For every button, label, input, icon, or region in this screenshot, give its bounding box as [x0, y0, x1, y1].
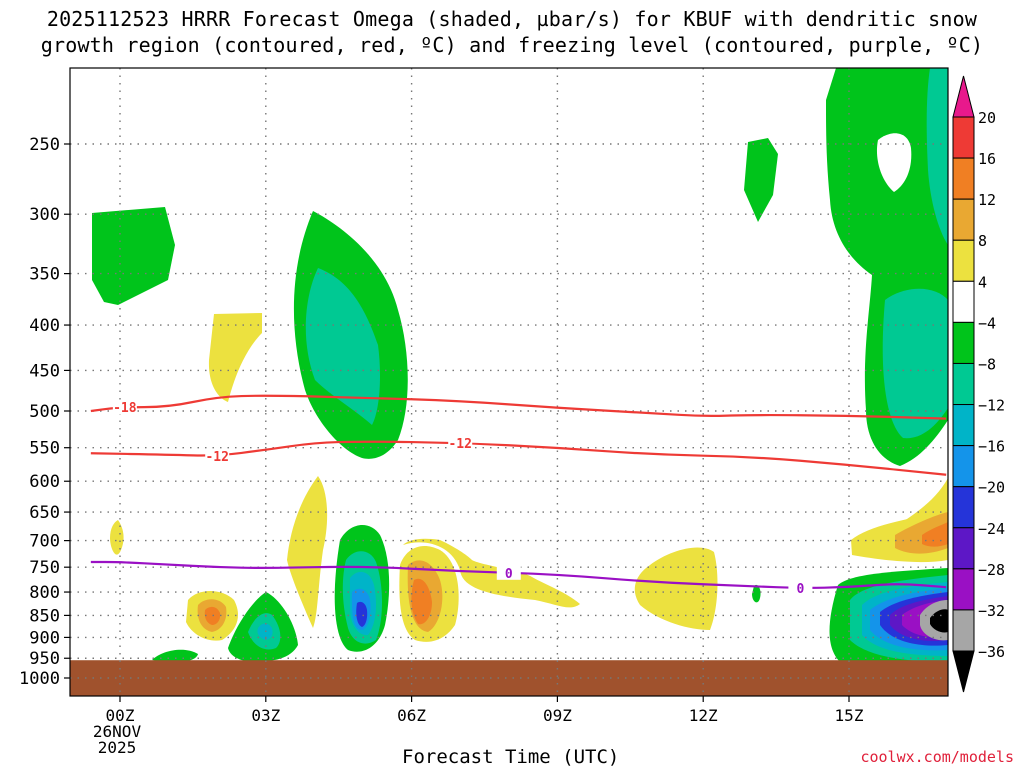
- colorbar-segment: [952, 321, 975, 364]
- colorbar-label: −4: [978, 314, 996, 332]
- colorbar-bottom-arrow: [952, 650, 975, 693]
- axes: 2503003504004505005506006507007508008509…: [19, 67, 949, 757]
- contour-label: -12: [205, 450, 228, 465]
- y-tick-label: 700: [29, 532, 60, 552]
- contour-line: [90, 560, 947, 589]
- colorbar-segment: [952, 198, 975, 241]
- chart-title-line2: growth region (contoured, red, ºC) and f…: [40, 33, 984, 57]
- y-tick-label: 350: [29, 265, 60, 285]
- x-tick-label: 09Z: [543, 706, 572, 725]
- omega-region: [257, 623, 273, 640]
- x-tick-label: 03Z: [251, 706, 280, 725]
- y-tick-label: 500: [29, 402, 60, 422]
- y-tick-label: 550: [29, 439, 60, 459]
- omega-shading: [92, 68, 948, 666]
- y-tick-label: 900: [29, 628, 60, 648]
- contour-label: 0: [796, 582, 804, 597]
- y-tick-label: 750: [29, 558, 60, 578]
- colorbar-segment: [952, 445, 975, 488]
- colorbar-label: −28: [978, 561, 1005, 579]
- plot-frame: [69, 67, 949, 697]
- contour-label: -18: [113, 401, 137, 416]
- colorbar-label: 16: [978, 150, 996, 168]
- colorbar: 20 16 12 8 4 −4 −8 −12 −16 −20 −24 −28 −32 −36: [952, 75, 1005, 693]
- y-tick-label: 1000: [19, 669, 60, 689]
- terrain-below-surface: [70, 660, 948, 696]
- y-tick-label: 850: [29, 606, 60, 626]
- omega-region: [930, 609, 948, 633]
- contour-lines: -18 -12 -12 0 0: [90, 394, 947, 597]
- chart-title: 2025112523 HRRR Forecast Omega (shaded, …: [0, 6, 1024, 58]
- omega-region: [305, 268, 380, 425]
- colorbar-segment: [952, 527, 975, 570]
- omega-region: [356, 601, 368, 627]
- x-date-label: 2025: [98, 738, 137, 757]
- contour-label-bg: [205, 449, 230, 464]
- x-tick-label: 15Z: [835, 706, 864, 725]
- omega-region: [152, 649, 198, 663]
- x-date-label: 26NOV: [93, 722, 142, 741]
- colorbar-segment: [952, 239, 975, 282]
- colorbar-label: −16: [978, 438, 1005, 456]
- site-credit: coolwx.com/models: [860, 748, 1014, 766]
- omega-region: [882, 288, 948, 439]
- colorbar-label: −20: [978, 479, 1005, 497]
- colorbar-label: 8: [978, 232, 987, 250]
- y-tick-label: 650: [29, 503, 60, 523]
- colorbar-label: 12: [978, 191, 996, 209]
- colorbar-label: −8: [978, 355, 996, 373]
- contour-label-bg: [448, 435, 473, 450]
- omega-region: [204, 606, 221, 625]
- contour-label-bg: [788, 581, 813, 596]
- ground-layer: [70, 660, 948, 696]
- x-axis-label: Forecast Time (UTC): [402, 746, 620, 768]
- chart-title-line1: 2025112523 HRRR Forecast Omega (shaded, …: [46, 7, 978, 31]
- colorbar-segment: [952, 280, 975, 323]
- colorbar-label: 4: [978, 273, 987, 291]
- omega-region: [876, 133, 912, 192]
- colorbar-segment: [952, 568, 975, 611]
- colorbar-segment: [952, 486, 975, 529]
- contour-line: [90, 440, 947, 476]
- omega-region: [411, 578, 432, 625]
- colorbar-segment: [952, 157, 975, 200]
- colorbar-label: −24: [978, 520, 1005, 538]
- omega-region: [110, 520, 124, 555]
- colorbar-label: 20: [978, 109, 996, 127]
- contour-line: [90, 394, 947, 420]
- contour-label-bg: [496, 565, 521, 580]
- omega-region: [92, 207, 175, 305]
- y-tick-label: 250: [29, 135, 60, 155]
- omega-region: [744, 138, 778, 222]
- colorbar-label: −32: [978, 602, 1005, 620]
- contour-label-bg: [112, 400, 137, 415]
- y-tick-label: 400: [29, 316, 60, 336]
- omega-region: [926, 68, 948, 245]
- y-tick-label: 600: [29, 472, 60, 492]
- contour-label: -12: [448, 437, 471, 452]
- x-tick-label: 06Z: [397, 706, 426, 725]
- colorbar-label: −12: [978, 397, 1005, 415]
- contour-label: 0: [505, 567, 513, 582]
- omega-region: [287, 476, 328, 628]
- y-tick-label: 800: [29, 583, 60, 603]
- x-tick-label: 00Z: [106, 706, 135, 725]
- omega-region: [634, 547, 718, 630]
- y-tick-label: 300: [29, 205, 60, 225]
- omega-region: [752, 584, 761, 603]
- colorbar-segment: [952, 362, 975, 406]
- colorbar-segment: [952, 404, 975, 447]
- colorbar-top-arrow: [952, 75, 975, 118]
- colorbar-segment: [952, 609, 975, 652]
- y-tick-label: 450: [29, 361, 60, 381]
- x-tick-label: 12Z: [689, 706, 718, 725]
- colorbar-segment: [952, 116, 975, 159]
- omega-region: [208, 313, 262, 402]
- y-tick-label: 950: [29, 649, 60, 669]
- colorbar-label: −36: [978, 643, 1005, 661]
